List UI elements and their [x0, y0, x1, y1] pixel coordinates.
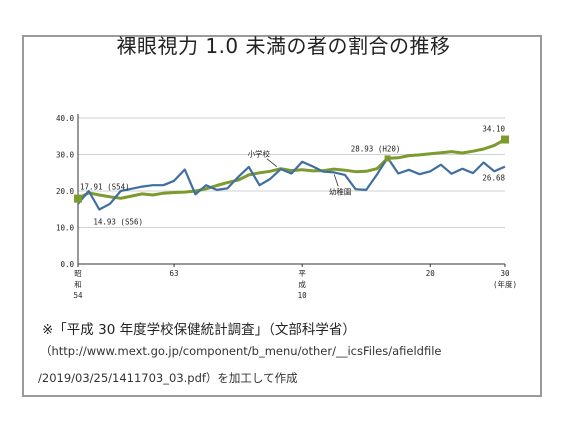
series-line-kindergarten: [77, 156, 506, 211]
x-tick-label: 30: [500, 269, 510, 278]
y-tick-label: 10.0: [56, 224, 75, 233]
x-tick-label: 20: [426, 269, 436, 278]
y-tick-label: 40.0: [56, 114, 75, 123]
x-tick-label: 成: [298, 279, 306, 289]
data-label: 26.68: [482, 174, 505, 183]
x-tick-label: 昭: [74, 269, 82, 278]
x-tick-label: (年度): [493, 279, 517, 289]
y-tick-label: 30.0: [56, 151, 75, 160]
series-line-elementary: [77, 138, 506, 200]
data-label: 14.93 (S56): [93, 218, 143, 227]
data-label: 小学校: [248, 149, 271, 159]
x-tick-label: 54: [73, 291, 83, 300]
data-label: 28.93 (H20): [351, 144, 401, 153]
x-tick-label: 10: [298, 291, 308, 300]
source-url-continued: /2019/03/25/1411703_03.pdf）を加工して作成: [38, 371, 298, 385]
chart-title: 裸眼視力 1.0 未満の者の割合の推移: [116, 34, 451, 58]
x-tick-label: 和: [74, 280, 82, 289]
x-tick-label: 平: [298, 269, 306, 278]
source-url: （http://www.mext.go.jp/component/b_menu/…: [40, 344, 442, 358]
y-tick-label: 0.0: [60, 260, 74, 269]
y-tick-label: 20.0: [56, 187, 75, 196]
source-note: ※「平成 30 年度学校保健統計調査」（文部科学省）: [42, 322, 356, 338]
data-label: 幼稚園: [329, 186, 352, 196]
data-point-marker: [384, 155, 391, 162]
data-label: 34.10: [482, 125, 505, 134]
x-tick-label: 63: [170, 269, 179, 278]
label-leader-line: [333, 174, 339, 187]
data-point-marker: [501, 135, 509, 144]
label-leader-line: [266, 158, 278, 168]
data-label: 17.91 (S54): [80, 183, 130, 192]
figure-frame: [22, 35, 542, 397]
data-point-marker: [74, 194, 82, 203]
